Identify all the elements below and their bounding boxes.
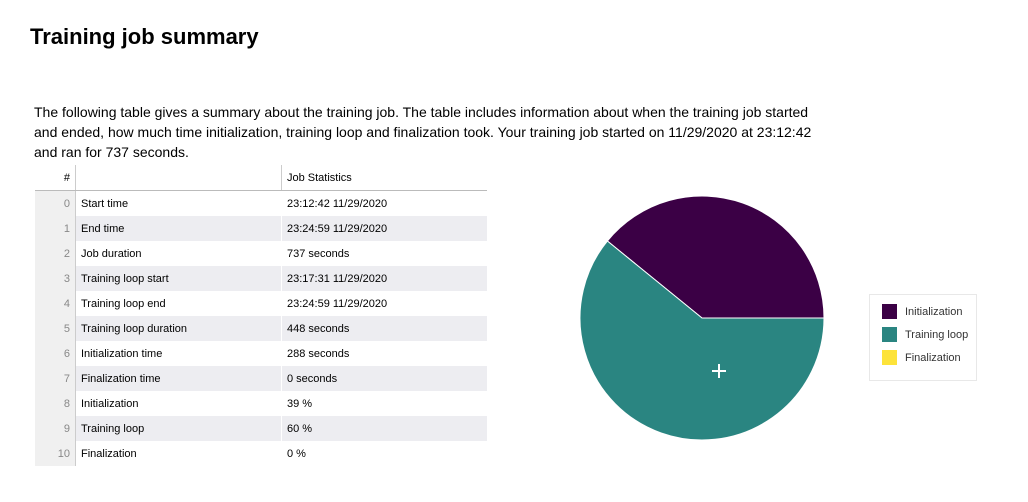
table-row: 3 Training loop start 23:17:31 11/29/2020 [35, 266, 487, 291]
table-row: 8 Initialization 39 % [35, 391, 487, 416]
row-index: 0 [35, 190, 76, 216]
description: The following table gives a summary abou… [34, 104, 812, 160]
row-index: 6 [35, 341, 76, 366]
legend-label: Training loop [905, 328, 969, 341]
row-index: 8 [35, 391, 76, 416]
row-value: 288 seconds [287, 347, 350, 360]
legend-swatch [882, 350, 897, 365]
row-index: 5 [35, 316, 76, 341]
table-row: 7 Finalization time 0 seconds [35, 366, 487, 391]
crosshair-cursor-icon [712, 364, 726, 378]
table-row: 0 Start time 23:12:42 11/29/2020 [35, 190, 487, 216]
row-value: 23:12:42 11/29/2020 [287, 197, 388, 210]
legend-swatch [882, 327, 897, 342]
header-index: # [35, 165, 76, 191]
row-index: 10 [35, 441, 76, 466]
row-label: Training loop [75, 416, 282, 441]
page-title: Training job summary [30, 24, 259, 49]
table-header: # Job Statistics [35, 165, 487, 191]
row-index: 2 [35, 241, 76, 266]
pie-slice-training-loop[interactable] [579, 240, 825, 441]
row-label: Job duration [75, 241, 282, 266]
legend-item[interactable]: Finalization [882, 346, 976, 369]
table-row: 1 End time 23:24:59 11/29/2020 [35, 216, 487, 241]
table-row: 6 Initialization time 288 seconds [35, 341, 487, 366]
row-label: End time [75, 216, 282, 241]
row-label: Initialization time [75, 341, 282, 366]
table-row: 10 Finalization 0 % [35, 441, 487, 466]
row-index: 4 [35, 291, 76, 316]
job-statistics-table: # Job Statistics 0 Start time 23:12:42 11/… [35, 165, 487, 466]
legend-item[interactable]: Initialization [882, 300, 976, 323]
row-label: Training loop start [75, 266, 282, 291]
row-label: Start time [75, 190, 282, 216]
legend-item[interactable]: Training loop [882, 323, 976, 346]
table-row: 4 Training loop end 23:24:59 11/29/2020 [35, 291, 487, 316]
row-value: 60 % [281, 416, 487, 441]
row-index: 7 [35, 366, 76, 391]
header-job-statistics: Job Statistics [281, 165, 487, 191]
row-value: 23:24:59 11/29/2020 [281, 216, 487, 241]
row-label: Initialization [75, 391, 282, 416]
table-row: 5 Training loop duration 448 seconds [35, 316, 487, 341]
legend-label: Finalization [905, 351, 961, 364]
row-label: Training loop duration [75, 316, 282, 341]
row-value: 0 % [287, 447, 306, 460]
table-row: 2 Job duration 737 seconds [35, 241, 487, 266]
row-value: 23:17:31 11/29/2020 [281, 266, 487, 291]
row-index: 9 [35, 416, 76, 441]
pie-slice-initialization[interactable] [606, 195, 825, 319]
row-value: 737 seconds [287, 247, 350, 260]
row-index: 3 [35, 266, 76, 291]
table-row: 9 Training loop 60 % [35, 416, 487, 441]
legend-swatch [882, 304, 897, 319]
row-label: Finalization [75, 441, 282, 466]
row-value: 448 seconds [281, 316, 487, 341]
legend-label: Initialization [905, 305, 963, 318]
row-value: 0 seconds [281, 366, 487, 391]
row-value: 39 % [287, 397, 313, 410]
row-label: Training loop end [75, 291, 282, 316]
row-index: 1 [35, 216, 76, 241]
chart-legend: Initialization Training loop Finalization [869, 294, 977, 381]
header-label [75, 165, 282, 191]
row-value: 23:24:59 11/29/2020 [287, 297, 388, 310]
row-label: Finalization time [75, 366, 282, 391]
